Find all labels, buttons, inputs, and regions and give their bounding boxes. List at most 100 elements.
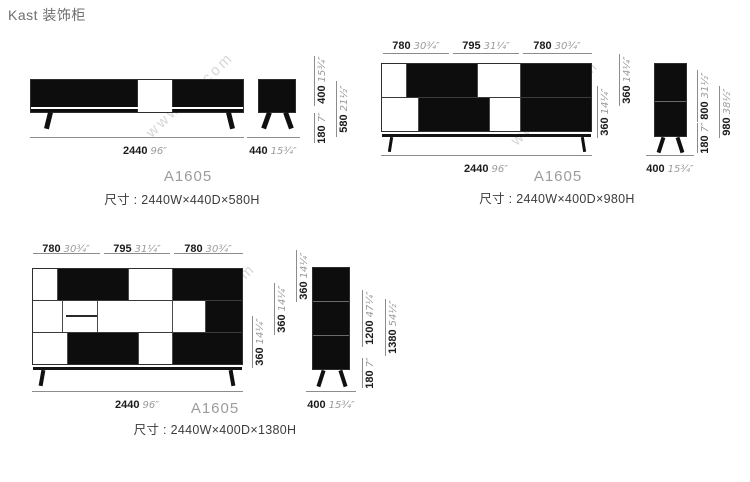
front-view: [30, 79, 244, 113]
dim-line-depth: [247, 137, 300, 138]
dim-line-total-height: [385, 299, 386, 356]
front-view: [381, 63, 592, 132]
shelf-divider: [313, 335, 349, 336]
door: [521, 98, 591, 131]
cabinet-leg: [656, 136, 666, 154]
dim-line-body-height: [314, 56, 315, 106]
dim-row-height: 36014¼″: [254, 318, 266, 366]
door: [407, 64, 478, 97]
dim-total-height: 138054½″: [387, 300, 399, 354]
dim-line-width: [30, 137, 244, 138]
cabinet-leg: [338, 369, 348, 388]
dim-line-segment: [523, 53, 592, 54]
dim-line-width: [381, 155, 592, 156]
dim-line-segment: [104, 253, 170, 254]
dim-top-segment: 780 30¾″: [533, 40, 581, 52]
dim-line-row: [619, 54, 620, 106]
dim-line-width: [32, 391, 243, 392]
plinth: [382, 134, 591, 137]
dim-depth: 400 15¾″: [646, 163, 694, 175]
dim-line-depth: [306, 391, 356, 392]
size-label: 尺寸 : 2440W×440D×580H: [104, 193, 260, 207]
plinth-gap: [31, 107, 243, 109]
cabinet-leg: [38, 369, 46, 387]
dim-line-leg-height: [362, 358, 363, 388]
dim-depth: 440 15¾″: [249, 145, 297, 157]
dim-leg-height: 1807″: [699, 122, 711, 154]
door: [173, 333, 242, 364]
dim-line-body-height: [697, 70, 698, 122]
dim-total-height: 98038½″: [721, 88, 733, 136]
dim-body-height: 120047¼″: [364, 291, 376, 345]
cabinet-leg: [316, 369, 326, 388]
compartment: [33, 333, 68, 364]
side-view: [312, 267, 350, 370]
door: [206, 301, 242, 332]
door: [173, 269, 242, 300]
compartment: [139, 333, 173, 364]
compartment: [98, 301, 173, 332]
dim-row-height: 36014¼″: [276, 285, 288, 333]
side-view: [258, 79, 296, 113]
door: [419, 98, 490, 131]
dim-line-segment: [453, 53, 519, 54]
dim-front-width: 2440 96″: [464, 163, 508, 175]
dim-top-segment: 780 30¾″: [184, 243, 232, 255]
compartment: [382, 64, 407, 97]
dim-line-segment: [383, 53, 449, 54]
compartment: [478, 64, 521, 97]
cabinet-leg: [283, 111, 294, 130]
front-view: [32, 268, 243, 365]
side-view: [654, 63, 687, 137]
door: [521, 64, 591, 97]
cabinet-leg: [226, 111, 235, 130]
dim-leg-height: 1807″: [316, 112, 328, 144]
cabinet-leg: [261, 111, 272, 130]
model-label: A1605: [163, 168, 213, 185]
dim-total-height: 58021½″: [338, 85, 350, 133]
compartment: [382, 98, 419, 131]
plinth: [33, 367, 242, 370]
door: [68, 333, 139, 364]
drawer-compartment: [63, 301, 98, 332]
dim-line-row: [296, 250, 297, 302]
cabinet-leg: [228, 369, 236, 387]
model-label: A1605: [190, 400, 240, 417]
compartment: [129, 269, 173, 300]
dim-line-segment: [33, 253, 100, 254]
dim-top-segment: 780 30¾″: [392, 40, 440, 52]
dim-row-height: 36014¼″: [298, 252, 310, 300]
open-compartment: [137, 80, 173, 112]
drawer-divider: [66, 314, 97, 317]
dim-front-width: 2440 96″: [123, 145, 167, 157]
dim-line-leg-height: [697, 123, 698, 153]
dim-line-row: [252, 316, 253, 368]
dim-top-segment: 795 31¼″: [462, 40, 510, 52]
dim-body-height: 80031½″: [699, 72, 711, 120]
cabinet-leg: [675, 136, 685, 154]
model-label: A1605: [533, 168, 583, 185]
size-label: 尺寸 : 2440W×400D×1380H: [133, 423, 297, 437]
dim-row-height: 36014¼″: [599, 88, 611, 136]
cabinet-leg: [580, 136, 587, 153]
compartment: [173, 301, 206, 332]
compartment: [33, 301, 63, 332]
dim-row-height: 36014¼″: [621, 56, 633, 104]
dim-line-depth: [646, 155, 694, 156]
dim-line-body-height: [362, 290, 363, 347]
shelf-divider: [655, 101, 686, 102]
dim-line-segment: [174, 253, 243, 254]
compartment: [490, 98, 521, 131]
dim-line-row: [597, 86, 598, 138]
dim-depth: 400 15¾″: [307, 399, 355, 411]
door: [58, 269, 129, 300]
dim-line-total-height: [719, 86, 720, 138]
cabinet-leg: [387, 136, 394, 153]
cabinet-leg: [44, 111, 53, 130]
dim-top-segment: 795 31¼″: [113, 243, 161, 255]
page-title: Kast 装饰柜: [8, 7, 86, 23]
dim-line-leg-height: [314, 113, 315, 143]
size-label: 尺寸 : 2440W×400D×980H: [479, 192, 635, 206]
compartment: [33, 269, 58, 300]
